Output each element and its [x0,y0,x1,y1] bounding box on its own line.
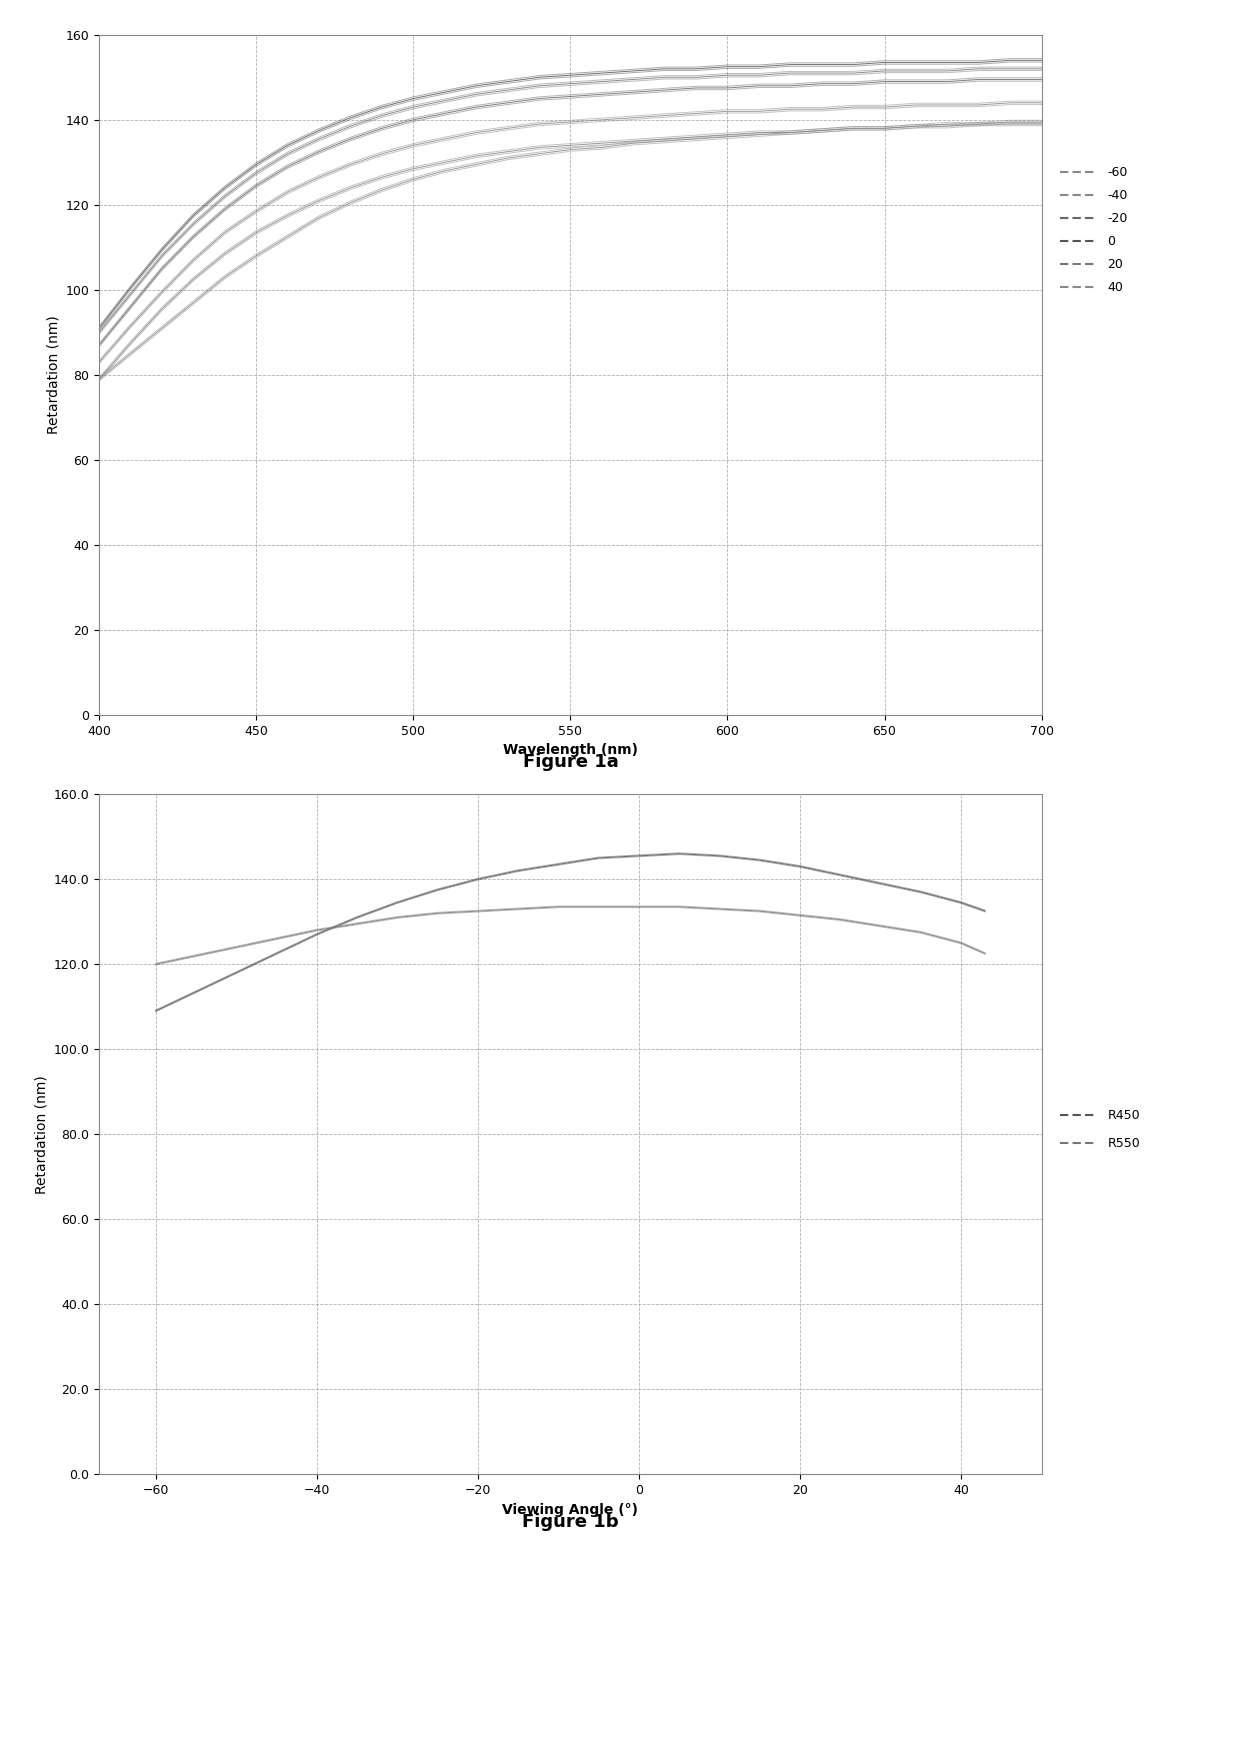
Y-axis label: Retardation (nm): Retardation (nm) [46,315,60,434]
Legend: R450, R550: R450, R550 [1058,1107,1142,1153]
Y-axis label: Retardation (nm): Retardation (nm) [33,1074,48,1194]
X-axis label: Wavelength (nm): Wavelength (nm) [503,743,637,757]
Text: Figure 1a: Figure 1a [522,754,619,771]
X-axis label: Viewing Angle (°): Viewing Angle (°) [502,1502,639,1516]
Legend: -60, -40, -20, 0, 20, 40: -60, -40, -20, 0, 20, 40 [1058,164,1130,296]
Text: Figure 1b: Figure 1b [522,1513,619,1530]
